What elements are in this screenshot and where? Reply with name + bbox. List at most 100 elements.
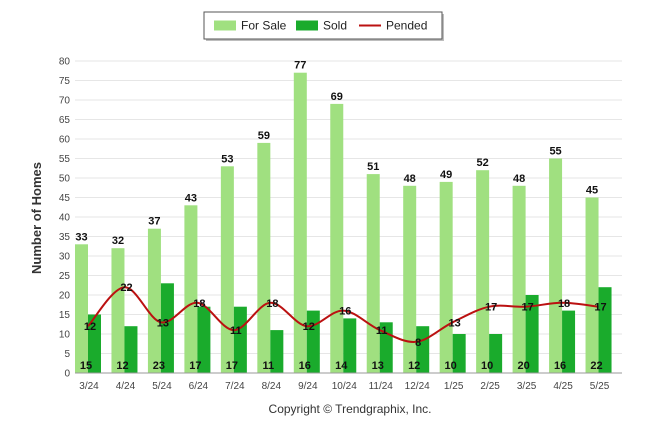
pended-value-label: 13 [157, 317, 169, 329]
for-sale-value-label: 52 [477, 157, 489, 169]
pended-value-label: 18 [266, 298, 278, 310]
bar-sold[interactable] [88, 314, 101, 374]
bar-for-sale[interactable] [366, 174, 380, 373]
bar-sold[interactable] [598, 287, 612, 373]
bar-for-sale[interactable] [476, 170, 490, 373]
for-sale-value-label: 33 [75, 231, 87, 243]
pended-value-label: 22 [120, 282, 132, 294]
x-tick-label: 3/25 [517, 381, 537, 392]
for-sale-value-label: 69 [331, 91, 343, 103]
legend-box [203, 11, 443, 40]
y-tick-label: 30 [59, 252, 71, 263]
bar-for-sale[interactable] [184, 205, 198, 373]
y-tick-label: 70 [59, 96, 71, 107]
bar-sold[interactable] [452, 334, 466, 373]
pended-value-label: 17 [594, 302, 606, 314]
bar-for-sale[interactable] [147, 228, 161, 373]
legend-label[interactable]: Sold [323, 19, 347, 33]
pended-value-label: 17 [521, 302, 533, 314]
legend-swatch [296, 20, 318, 31]
legend-label[interactable]: For Sale [241, 19, 287, 33]
y-tick-label: 5 [64, 349, 70, 360]
y-tick-label: 35 [59, 232, 71, 243]
for-sale-value-label: 77 [294, 60, 306, 72]
sold-value-label: 12 [116, 360, 128, 372]
bar-for-sale[interactable] [549, 158, 563, 374]
sold-value-label: 20 [517, 360, 529, 372]
bar-for-sale[interactable] [75, 244, 88, 373]
x-tick-label: 11/24 [369, 381, 394, 392]
bars [75, 72, 612, 374]
legend-swatch [214, 20, 236, 31]
bar-for-sale[interactable] [293, 72, 307, 373]
bar-sold[interactable] [343, 318, 357, 373]
bar-for-sale[interactable] [439, 181, 453, 373]
y-tick-label: 60 [59, 135, 71, 146]
pended-value-label: 8 [415, 337, 421, 349]
pended-line[interactable] [87, 286, 599, 343]
y-tick-label: 25 [59, 271, 71, 282]
sold-value-label: 14 [335, 360, 348, 372]
x-tick-label: 4/24 [116, 381, 136, 392]
x-tick-label: 4/25 [553, 381, 573, 392]
y-tick-label: 20 [59, 291, 71, 302]
for-sale-value-label: 53 [221, 153, 233, 165]
for-sale-value-label: 48 [513, 173, 525, 185]
bar-for-sale[interactable] [330, 103, 344, 374]
y-tick-label: 75 [59, 76, 71, 87]
bar-for-sale[interactable] [257, 142, 271, 373]
sold-value-label: 10 [445, 360, 457, 372]
bar-for-sale[interactable] [111, 248, 125, 373]
sold-value-label: 16 [299, 360, 311, 372]
x-tick-label: 12/24 [405, 381, 430, 392]
x-tick-label: 10/24 [332, 381, 357, 392]
pended-value-label: 18 [558, 298, 570, 310]
pended-value-label: 12 [84, 321, 96, 333]
legend[interactable]: For Sale Sold Pended [203, 11, 444, 41]
pended-value-label: 11 [376, 325, 388, 337]
bar-sold[interactable] [124, 326, 138, 373]
bar-for-sale[interactable] [220, 166, 234, 373]
bar-sold[interactable] [489, 334, 503, 373]
for-sale-value-label: 43 [185, 192, 197, 204]
x-tick-label: 9/24 [298, 381, 318, 392]
y-tick-label: 10 [59, 330, 71, 341]
grid [75, 60, 622, 374]
legend-label[interactable]: Pended [386, 19, 427, 33]
bar-sold[interactable] [562, 310, 576, 373]
x-tick-label: 6/24 [189, 381, 209, 392]
for-sale-value-label: 59 [258, 130, 270, 142]
pended-value-label: 16 [339, 306, 351, 318]
y-tick-label: 55 [59, 154, 71, 165]
x-tick-label: 5/25 [590, 381, 610, 392]
sold-value-label: 10 [481, 360, 493, 372]
x-tick-label: 1/25 [444, 381, 464, 392]
bar-for-sale[interactable] [512, 185, 526, 373]
y-tick-label: 50 [59, 174, 71, 185]
for-sale-value-label: 45 [586, 185, 598, 197]
pended-value-label: 12 [303, 321, 315, 333]
pended-line-group [87, 286, 599, 343]
y-tick-label: 65 [59, 115, 71, 126]
x-tick-label: 5/24 [152, 381, 172, 392]
for-sale-value-label: 55 [549, 146, 561, 158]
bar-sold[interactable] [270, 330, 284, 373]
sold-value-label: 17 [189, 360, 201, 372]
for-sale-value-label: 51 [367, 161, 379, 173]
bar-sold[interactable] [525, 295, 539, 373]
bar-for-sale[interactable] [585, 197, 599, 374]
y-tick-label: 0 [64, 369, 70, 380]
y-tick-label: 80 [59, 57, 71, 68]
bar-sold[interactable] [233, 306, 247, 373]
bar-sold[interactable] [197, 306, 211, 373]
data-labels: 33 15 32 12 37 23 43 17 53 17 59 11 77 16 69 14 51 13 48 12… [75, 60, 606, 372]
y-tick-label: 45 [59, 193, 71, 204]
bar-for-sale[interactable] [403, 185, 417, 373]
for-sale-value-label: 37 [148, 216, 160, 228]
for-sale-value-label: 32 [112, 235, 124, 247]
x-tick-label: 8/24 [262, 381, 282, 392]
sold-value-label: 22 [590, 360, 602, 372]
sold-value-label: 17 [226, 360, 238, 372]
bar-sold[interactable] [160, 283, 174, 373]
